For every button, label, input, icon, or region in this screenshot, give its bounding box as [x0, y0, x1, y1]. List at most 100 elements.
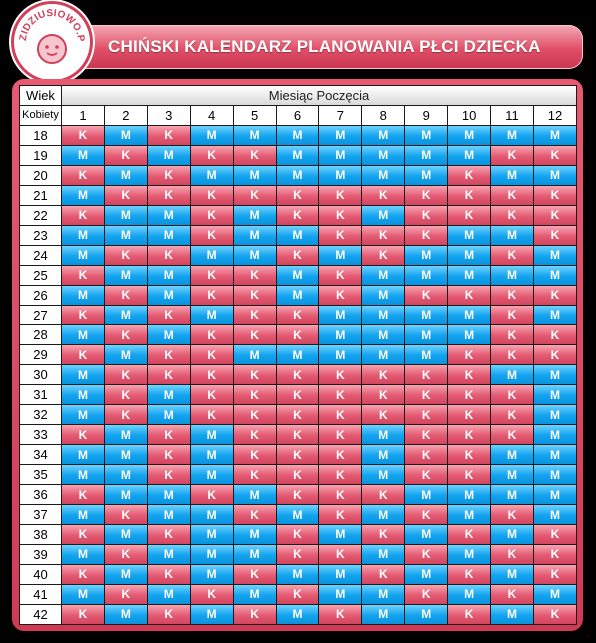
gender-cell: K — [104, 584, 147, 604]
gender-cell: K — [276, 305, 319, 325]
gender-cell: M — [104, 205, 147, 225]
age-label: 41 — [20, 584, 61, 604]
table-row: 26 M K M K K M K M K K K K — [20, 285, 576, 305]
gender-cell: M — [147, 584, 190, 604]
gender-cell: M — [405, 265, 448, 285]
gender-cell: K — [233, 505, 276, 525]
gender-cell: K — [233, 604, 276, 624]
gender-cell: M — [533, 305, 576, 325]
gender-cell: K — [62, 305, 104, 325]
gender-cell: K — [319, 604, 362, 624]
gender-cell: K — [276, 405, 319, 425]
gender-cell: M — [362, 584, 405, 604]
gender-cell: M — [362, 305, 405, 325]
age-label: 28 — [20, 325, 61, 345]
gender-cell: K — [233, 465, 276, 485]
gender-cell: M — [319, 245, 362, 265]
gender-cell: K — [190, 265, 233, 285]
gender-cell: K — [147, 125, 190, 145]
gender-cell: M — [491, 485, 533, 505]
table-row: 37 M K M M K M K M K M K M — [20, 505, 576, 525]
gender-cell: K — [533, 604, 576, 624]
gender-cell: K — [147, 245, 190, 265]
gender-cell: K — [362, 245, 405, 265]
gender-cell: K — [405, 425, 448, 445]
gender-cell: M — [62, 185, 104, 205]
gender-cell: M — [533, 584, 576, 604]
gender-cell: M — [362, 345, 405, 365]
month-label: 8 — [362, 106, 405, 125]
table-row: 22 K M M K M K K M K K K K — [20, 205, 576, 225]
gender-cell: K — [448, 425, 491, 445]
gender-cell: K — [276, 525, 319, 544]
gender-cell: M — [104, 305, 147, 325]
gender-cell: M — [104, 265, 147, 285]
gender-cell: M — [62, 505, 104, 525]
gender-cell: K — [491, 425, 533, 445]
gender-cell: M — [319, 564, 362, 584]
gender-cell: K — [491, 205, 533, 225]
gender-cell: K — [276, 245, 319, 265]
gender-cell: K — [147, 425, 190, 445]
age-label: 30 — [20, 365, 61, 385]
month-label: 2 — [104, 106, 147, 125]
gender-cell: M — [448, 225, 491, 245]
gender-cell: K — [533, 345, 576, 365]
gender-cell: K — [491, 405, 533, 425]
month-label: 7 — [319, 106, 362, 125]
gender-cell: K — [319, 505, 362, 525]
gender-cell: M — [104, 445, 147, 465]
gender-cell: M — [533, 485, 576, 505]
gender-cell: M — [533, 365, 576, 385]
gender-cell: M — [104, 425, 147, 445]
gender-cell: K — [491, 305, 533, 325]
month-label: 10 — [448, 106, 491, 125]
gender-cell: K — [319, 225, 362, 245]
table-row: 20 K M K M M M M M M K M M — [20, 165, 576, 185]
gender-cell: M — [233, 245, 276, 265]
gender-cell: M — [405, 564, 448, 584]
table-row: 33 K M K M K K K M K K K M — [20, 425, 576, 445]
age-label: 31 — [20, 385, 61, 405]
gender-cell: K — [276, 325, 319, 345]
gender-cell: M — [62, 245, 104, 265]
gender-cell: K — [190, 225, 233, 245]
logo: DZIDZIUSIOWO.PL — [14, 4, 90, 80]
gender-cell: M — [190, 465, 233, 485]
table-row: 34 M M K M K K K M K K M M — [20, 445, 576, 465]
table-row: 40 K M K M K M M K M K M K — [20, 564, 576, 584]
gender-cell: M — [448, 485, 491, 505]
gender-cell: K — [190, 205, 233, 225]
table-row: 23 M M M K M M K K K M M K — [20, 225, 576, 245]
gender-cell: M — [233, 485, 276, 505]
gender-cell: M — [190, 525, 233, 544]
gender-cell: M — [362, 125, 405, 145]
gender-cell: M — [233, 584, 276, 604]
gender-cell: K — [62, 345, 104, 365]
gender-cell: M — [104, 485, 147, 505]
gender-cell: K — [147, 445, 190, 465]
gender-cell: M — [405, 604, 448, 624]
gender-cell: K — [104, 325, 147, 345]
table-row: 29 K M K K M M M M M K K K — [20, 345, 576, 365]
gender-cell: M — [190, 505, 233, 525]
gender-cell: K — [319, 385, 362, 405]
gender-cell: K — [233, 405, 276, 425]
gender-cell: K — [448, 285, 491, 305]
gender-cell: K — [491, 345, 533, 365]
gender-cell: M — [491, 165, 533, 185]
gender-cell: K — [276, 544, 319, 564]
gender-cell: K — [491, 245, 533, 265]
gender-cell: M — [533, 125, 576, 145]
gender-cell: K — [362, 564, 405, 584]
gender-cell: K — [276, 185, 319, 205]
gender-cell: K — [405, 185, 448, 205]
gender-cell: M — [147, 485, 190, 505]
gender-cell: K — [448, 185, 491, 205]
gender-cell: K — [104, 145, 147, 165]
gender-cell: M — [405, 245, 448, 265]
gender-cell: M — [190, 245, 233, 265]
month-label: 4 — [190, 106, 233, 125]
table-row: 27 K M K M K K M M M M K M — [20, 305, 576, 325]
table-row: 31 M K M K K K K K K K K M — [20, 385, 576, 405]
